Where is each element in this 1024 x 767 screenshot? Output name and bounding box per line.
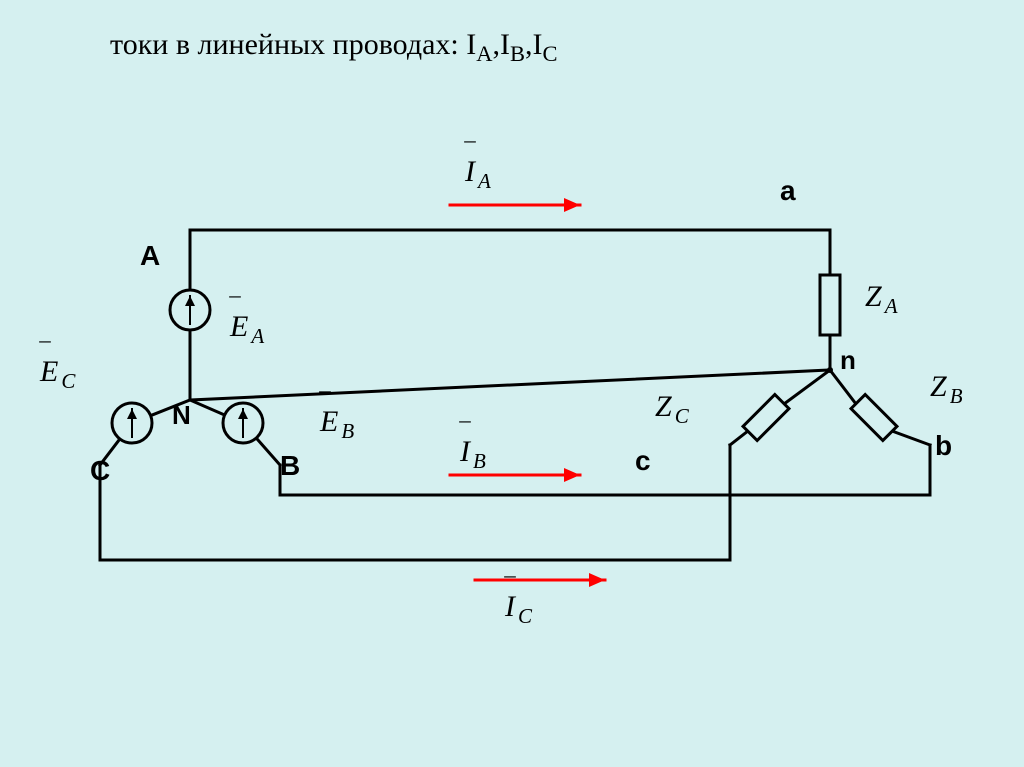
current-label-IB: ‾IB bbox=[460, 435, 486, 474]
circuit-diagram bbox=[0, 0, 1024, 767]
impedance-label-ZC: ZC bbox=[655, 390, 689, 429]
node-label-A: A bbox=[140, 240, 160, 272]
node-label-b: b bbox=[935, 430, 952, 462]
node-label-B: B bbox=[280, 450, 300, 482]
node-label-N: N bbox=[172, 400, 191, 431]
source-label-EC: ‾EC bbox=[40, 355, 75, 394]
current-label-IA: ‾IA bbox=[465, 155, 491, 194]
impedance-label-ZB: ZB bbox=[930, 370, 963, 409]
node-label-n: n bbox=[840, 345, 856, 376]
node-label-a: a bbox=[780, 175, 796, 207]
source-label-EA: ‾EA bbox=[230, 310, 264, 349]
source-label-EB: ‾EB bbox=[320, 405, 354, 444]
node-label-C: C bbox=[90, 455, 110, 487]
current-label-IC: ‾IC bbox=[505, 590, 532, 629]
impedance-label-ZA: ZA bbox=[865, 280, 898, 319]
node-label-c: c bbox=[635, 445, 651, 477]
